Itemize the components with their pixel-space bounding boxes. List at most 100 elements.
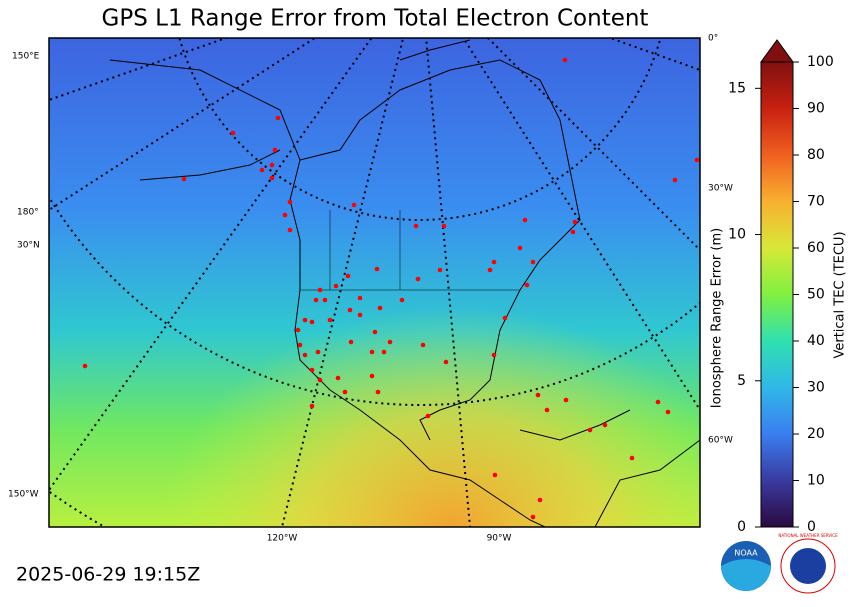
station [82, 363, 88, 369]
tec-label: Vertical TEC (TECU) [833, 231, 848, 358]
station [381, 349, 387, 355]
graticule-label: 60°W [708, 436, 733, 446]
range-tick-label: 0 [737, 519, 746, 535]
tec-tick-label: 90 [807, 101, 825, 117]
station [530, 259, 536, 265]
station [351, 202, 357, 208]
station [309, 367, 315, 373]
colorbar-extend [760, 39, 794, 63]
station [375, 389, 381, 395]
graticule-label: 120°W [267, 534, 298, 544]
station [282, 212, 288, 218]
station [443, 359, 449, 365]
title: GPS L1 Range Error from Total Electron C… [102, 6, 649, 32]
station [315, 349, 321, 355]
graticule-label: 30°N [17, 241, 40, 251]
station [317, 287, 323, 293]
station [502, 315, 508, 321]
station [694, 157, 700, 163]
station [387, 339, 393, 345]
station [399, 297, 405, 303]
station [530, 514, 536, 520]
station [524, 282, 530, 288]
station [259, 167, 265, 173]
station [369, 373, 375, 379]
station [309, 319, 315, 325]
tec-tick-label: 100 [807, 54, 834, 70]
tec-tick-label: 60 [807, 240, 825, 256]
station [335, 375, 341, 381]
station [602, 422, 608, 428]
tec-tick-label: 20 [807, 426, 825, 442]
station [297, 342, 303, 348]
graticule-label: 0° [708, 34, 718, 44]
station [272, 147, 278, 153]
range-label: Ionosphere Range Error (m) [710, 228, 725, 408]
range-tick-label: 5 [737, 373, 746, 389]
station [491, 352, 497, 358]
station [313, 297, 319, 303]
station [287, 227, 293, 233]
station [572, 219, 578, 225]
station [655, 399, 661, 405]
station [302, 317, 308, 323]
station [517, 245, 523, 251]
station [347, 307, 353, 313]
station [562, 57, 568, 63]
station [413, 223, 419, 229]
station [369, 349, 375, 355]
graticule-label: 180° [17, 208, 39, 218]
graticule-label: 30°W [708, 184, 733, 194]
station [425, 413, 431, 419]
station [544, 407, 550, 413]
station [374, 266, 380, 272]
colorbar [760, 61, 794, 528]
tec-tick-label: 50 [807, 287, 825, 303]
tec-tick-label: 0 [807, 519, 816, 535]
station [587, 427, 593, 433]
station [491, 259, 497, 265]
station [275, 115, 281, 121]
graticule-label: 150°E [12, 52, 40, 62]
station [537, 497, 543, 503]
station [269, 175, 275, 181]
noaa-text: NOAA [734, 549, 758, 558]
station [492, 472, 498, 478]
station [377, 305, 383, 311]
graticule-label: 90°W [487, 534, 512, 544]
station [333, 283, 339, 289]
tec-tick-label: 80 [807, 147, 825, 163]
station [287, 199, 293, 205]
tec-tick-label: 30 [807, 380, 825, 396]
station [295, 327, 301, 333]
station [441, 223, 447, 229]
station [672, 177, 678, 183]
station [535, 392, 541, 398]
noaa-logo: NOAA [721, 541, 771, 591]
station [522, 217, 528, 223]
nws-text: NATIONAL WEATHER SERVICE [778, 533, 838, 538]
station [629, 455, 635, 461]
station [415, 276, 421, 282]
range-tick-label: 15 [728, 80, 746, 96]
station [357, 295, 363, 301]
station [348, 339, 354, 345]
station [357, 312, 363, 318]
tec-tick-label: 70 [807, 194, 825, 210]
nws-logo: NATIONAL WEATHER SERVICE [778, 533, 838, 594]
station [181, 176, 187, 182]
station [487, 267, 493, 273]
tec-tick-label: 40 [807, 333, 825, 349]
station [372, 329, 378, 335]
station [345, 273, 351, 279]
map-frame [48, 37, 701, 528]
station [437, 267, 443, 273]
station [563, 397, 569, 403]
station [342, 389, 348, 395]
tec-tick-label: 10 [807, 473, 825, 489]
station [327, 317, 333, 323]
station [269, 162, 275, 168]
station [309, 403, 315, 409]
